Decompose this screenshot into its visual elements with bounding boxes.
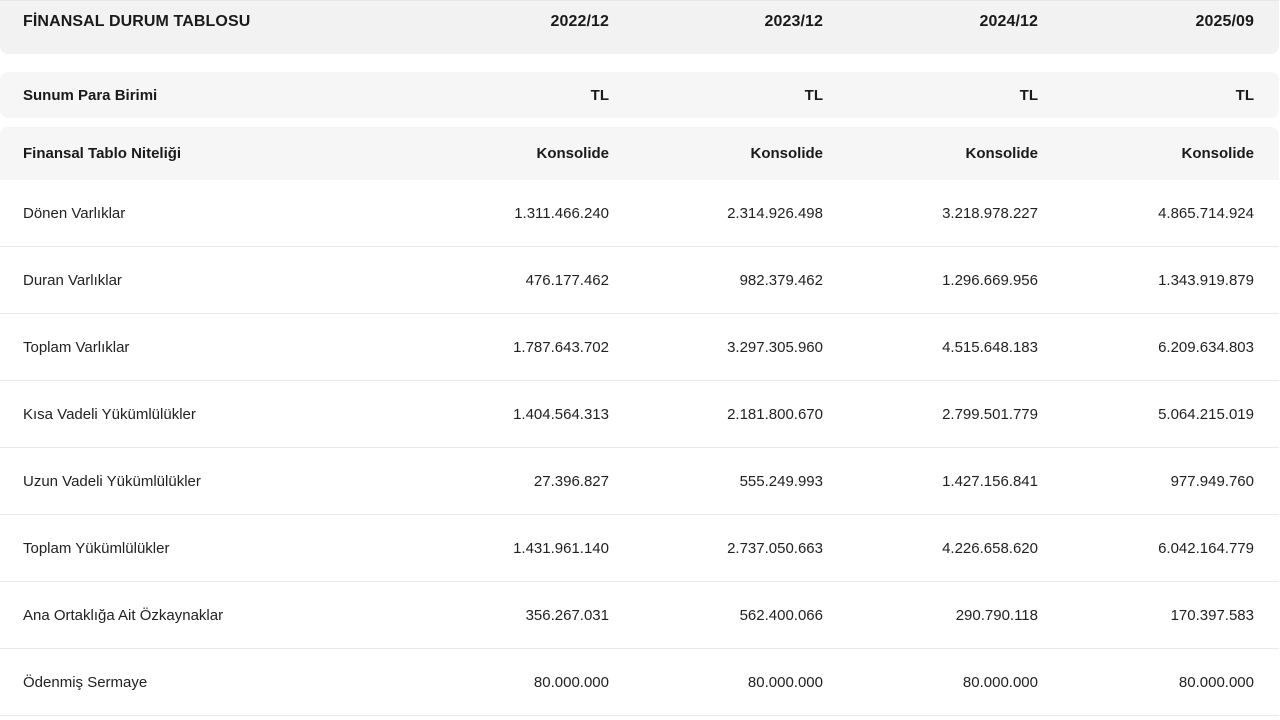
- cell-value: 2.737.050.663: [727, 539, 823, 557]
- table-row: Toplam Yükümlülükler 1.431.961.140 2.737…: [0, 515, 1279, 582]
- period-header[interactable]: 2024/12: [979, 12, 1038, 30]
- row-label: Ödenmiş Sermaye: [23, 673, 148, 691]
- cell-value: 555.249.993: [739, 472, 823, 490]
- cell-value: 80.000.000: [533, 673, 609, 691]
- cell-value: 1.311.466.240: [514, 204, 609, 222]
- cell-value: Konsolide: [536, 145, 609, 162]
- row-label: Toplam Varlıklar: [23, 338, 130, 356]
- cell-value: 6.042.164.779: [1158, 539, 1254, 557]
- row-label: Uzun Vadeli Yükümlülükler: [23, 472, 201, 490]
- cell-value: 80.000.000: [747, 673, 823, 691]
- cell-value: 1.427.156.841: [942, 472, 1038, 490]
- table-row: Toplam Varlıklar 1.787.643.702 3.297.305…: [0, 314, 1279, 381]
- cell-value: 1.296.669.956: [942, 271, 1038, 289]
- cell-value: 4.226.658.620: [942, 539, 1038, 557]
- cell-value: 3.218.978.227: [942, 204, 1038, 222]
- cell-value: 982.379.462: [739, 271, 823, 289]
- cell-value: Konsolide: [1181, 145, 1254, 162]
- cell-value: 4.515.648.183: [942, 338, 1038, 356]
- cell-value: 1.343.919.879: [1158, 271, 1254, 289]
- period-header[interactable]: 2025/09: [1195, 12, 1254, 30]
- row-label: Sunum Para Birimi: [23, 86, 158, 104]
- period-header[interactable]: 2023/12: [764, 12, 823, 30]
- cell-value: 290.790.118: [955, 606, 1038, 624]
- cell-value: 3.297.305.960: [727, 338, 823, 356]
- cell-value: 170.397.583: [1170, 606, 1254, 624]
- table-row: Kısa Vadeli Yükümlülükler 1.404.564.313 …: [0, 381, 1279, 448]
- row-label: Dönen Varlıklar: [23, 204, 126, 222]
- cell-value: 2.314.926.498: [727, 204, 823, 222]
- cell-value: 562.400.066: [739, 606, 823, 624]
- cell-value: 5.064.215.019: [1158, 405, 1254, 423]
- table-header: FİNANSAL DURUM TABLOSU 2022/12 2023/12 2…: [0, 0, 1279, 54]
- cell-value: TL: [590, 86, 609, 104]
- cell-value: 977.949.760: [1170, 472, 1254, 490]
- cell-value: 2.181.800.670: [727, 405, 823, 423]
- row-label: Kısa Vadeli Yükümlülükler: [23, 405, 196, 423]
- cell-value: TL: [1235, 86, 1254, 104]
- cell-value: 80.000.000: [962, 673, 1038, 691]
- row-label: Ana Ortaklığa Ait Özkaynaklar: [23, 606, 224, 624]
- cell-value: 1.787.643.702: [513, 338, 609, 356]
- cell-value: Konsolide: [750, 145, 823, 162]
- cell-value: 476.177.462: [525, 271, 609, 289]
- row-label: Toplam Yükümlülükler: [23, 539, 170, 557]
- cell-value: 4.865.714.924: [1158, 204, 1254, 222]
- cell-value: 1.431.961.140: [513, 539, 609, 557]
- cell-value: Konsolide: [965, 145, 1038, 162]
- period-header[interactable]: 2022/12: [550, 12, 609, 30]
- row-label: Finansal Tablo Niteliği: [23, 145, 182, 162]
- row-label: Duran Varlıklar: [23, 271, 122, 289]
- cell-value: TL: [804, 86, 823, 104]
- cell-value: 2.799.501.779: [942, 405, 1038, 423]
- table-title: FİNANSAL DURUM TABLOSU: [23, 12, 251, 30]
- cell-value: 1.404.564.313: [513, 405, 609, 423]
- table-row: Ana Ortaklığa Ait Özkaynaklar 356.267.03…: [0, 582, 1279, 649]
- cell-value: TL: [1019, 86, 1038, 104]
- cell-value: 27.396.827: [533, 472, 609, 490]
- cell-value: 80.000.000: [1178, 673, 1254, 691]
- statement-type-row: Finansal Tablo Niteliği Konsolide Konsol…: [0, 127, 1279, 180]
- currency-row: Sunum Para Birimi TL TL TL TL: [0, 72, 1279, 118]
- table-row: Uzun Vadeli Yükümlülükler 27.396.827 555…: [0, 448, 1279, 515]
- table-row: Duran Varlıklar 476.177.462 982.379.462 …: [0, 247, 1279, 314]
- table-row: Dönen Varlıklar 1.311.466.240 2.314.926.…: [0, 180, 1279, 247]
- cell-value: 6.209.634.803: [1158, 338, 1254, 356]
- cell-value: 356.267.031: [525, 606, 609, 624]
- table-row: Ödenmiş Sermaye 80.000.000 80.000.000 80…: [0, 649, 1279, 716]
